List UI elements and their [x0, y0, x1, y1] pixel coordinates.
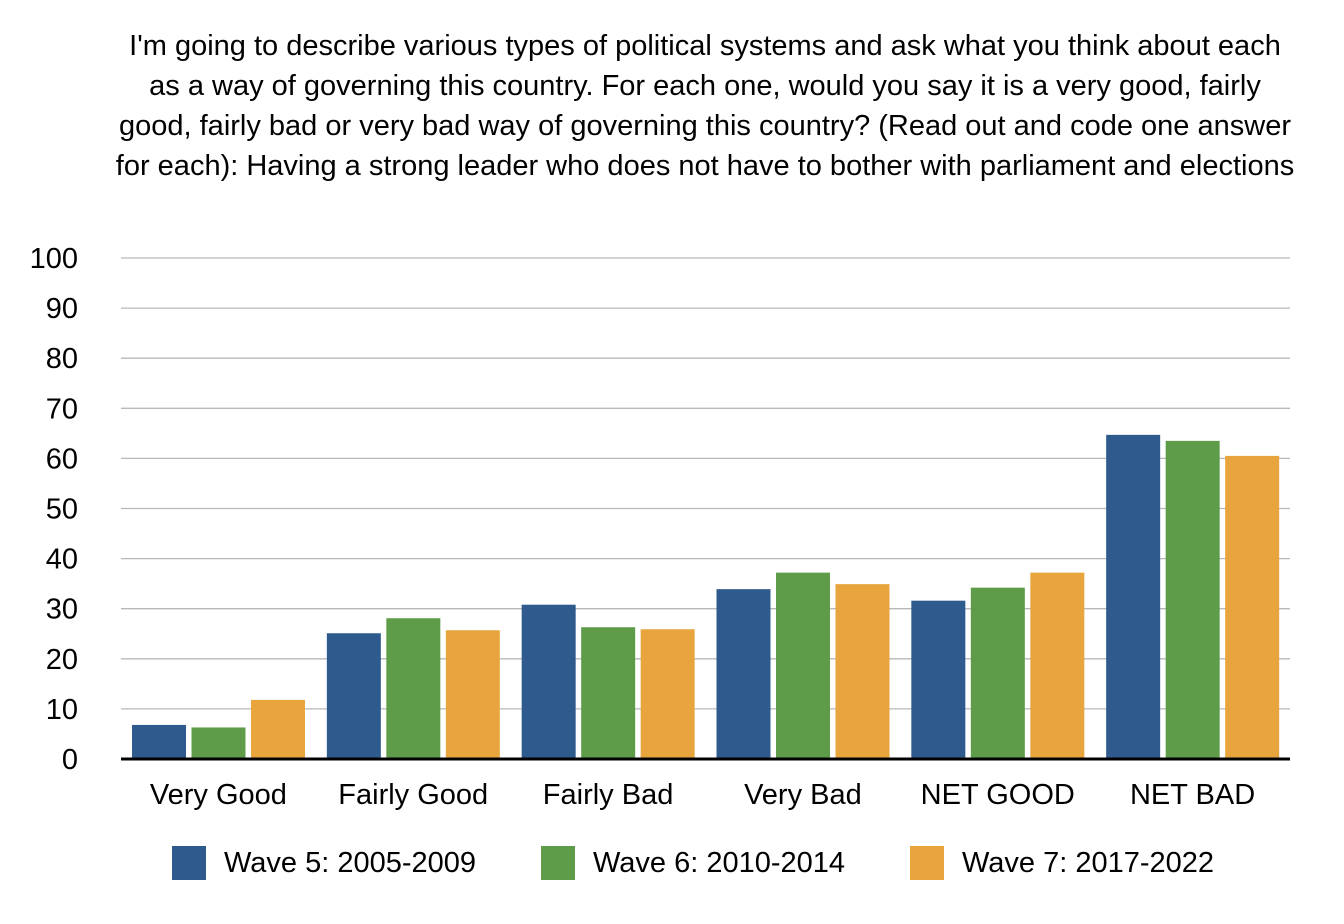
bar: [521, 604, 576, 759]
bar: [640, 629, 695, 759]
bar: [970, 587, 1025, 759]
y-tick-label: 70: [46, 393, 78, 425]
bar: [776, 572, 830, 759]
bar: [1030, 572, 1085, 759]
legend-swatch: [910, 846, 944, 880]
bar: [386, 618, 441, 759]
y-tick-label: 80: [46, 343, 78, 375]
x-axis-ticks: Very Good Fairly Good Fairly Bad Very Bad NE…: [150, 779, 1255, 811]
bar: [911, 600, 966, 759]
bar: [716, 589, 771, 759]
bar: [1106, 434, 1161, 759]
legend-label: Wave 6: 2010-2014: [593, 846, 846, 879]
legend-item: Wave 7: 2017-2022: [910, 838, 1214, 888]
y-tick-label: 60: [46, 443, 78, 475]
x-tick-label: Fairly Good: [338, 779, 488, 811]
bar-chart: 0 10 20 30 40 50 60 70 80 90 100 Very Good Fairly G…: [30, 243, 1290, 811]
legend-label: Wave 7: 2017-2022: [962, 846, 1215, 879]
y-tick-label: 50: [46, 494, 78, 526]
legend-item: Wave 6: 2010-2014: [541, 838, 845, 888]
bar: [445, 630, 500, 759]
bar: [581, 627, 636, 759]
y-axis-ticks: 0 10 20 30 40 50 60 70 80 90 100: [30, 243, 78, 776]
legend-swatch: [541, 846, 575, 880]
y-tick-label: 20: [46, 644, 78, 676]
bar: [1225, 455, 1280, 759]
bar: [326, 633, 381, 759]
x-tick-label: Very Bad: [744, 779, 862, 811]
chart-title: I'm going to describe various types of p…: [115, 30, 1295, 182]
bar: [1165, 440, 1220, 759]
legend-item: Wave 5: 2005-2009: [172, 838, 476, 888]
x-tick-label: Very Good: [150, 779, 287, 811]
y-tick-label: 90: [46, 293, 78, 325]
x-tick-label: Fairly Bad: [543, 779, 674, 811]
bar: [191, 727, 246, 759]
y-tick-label: 30: [46, 594, 78, 626]
x-tick-label: NET BAD: [1130, 779, 1255, 811]
legend-swatch: [172, 846, 206, 880]
y-tick-label: 100: [30, 243, 78, 275]
y-tick-label: 40: [46, 544, 78, 576]
legend-label: Wave 5: 2005-2009: [224, 846, 477, 879]
bar: [251, 699, 305, 759]
x-tick-label: NET GOOD: [921, 779, 1075, 811]
y-tick-label: 0: [62, 744, 78, 776]
legend: Wave 5: 2005-2009 Wave 6: 2010-2014 Wave 7…: [0, 838, 1344, 888]
bars: [132, 434, 1280, 759]
gridlines: [121, 257, 1290, 710]
y-tick-label: 10: [46, 694, 78, 726]
bar: [132, 724, 186, 759]
bar: [835, 584, 890, 759]
